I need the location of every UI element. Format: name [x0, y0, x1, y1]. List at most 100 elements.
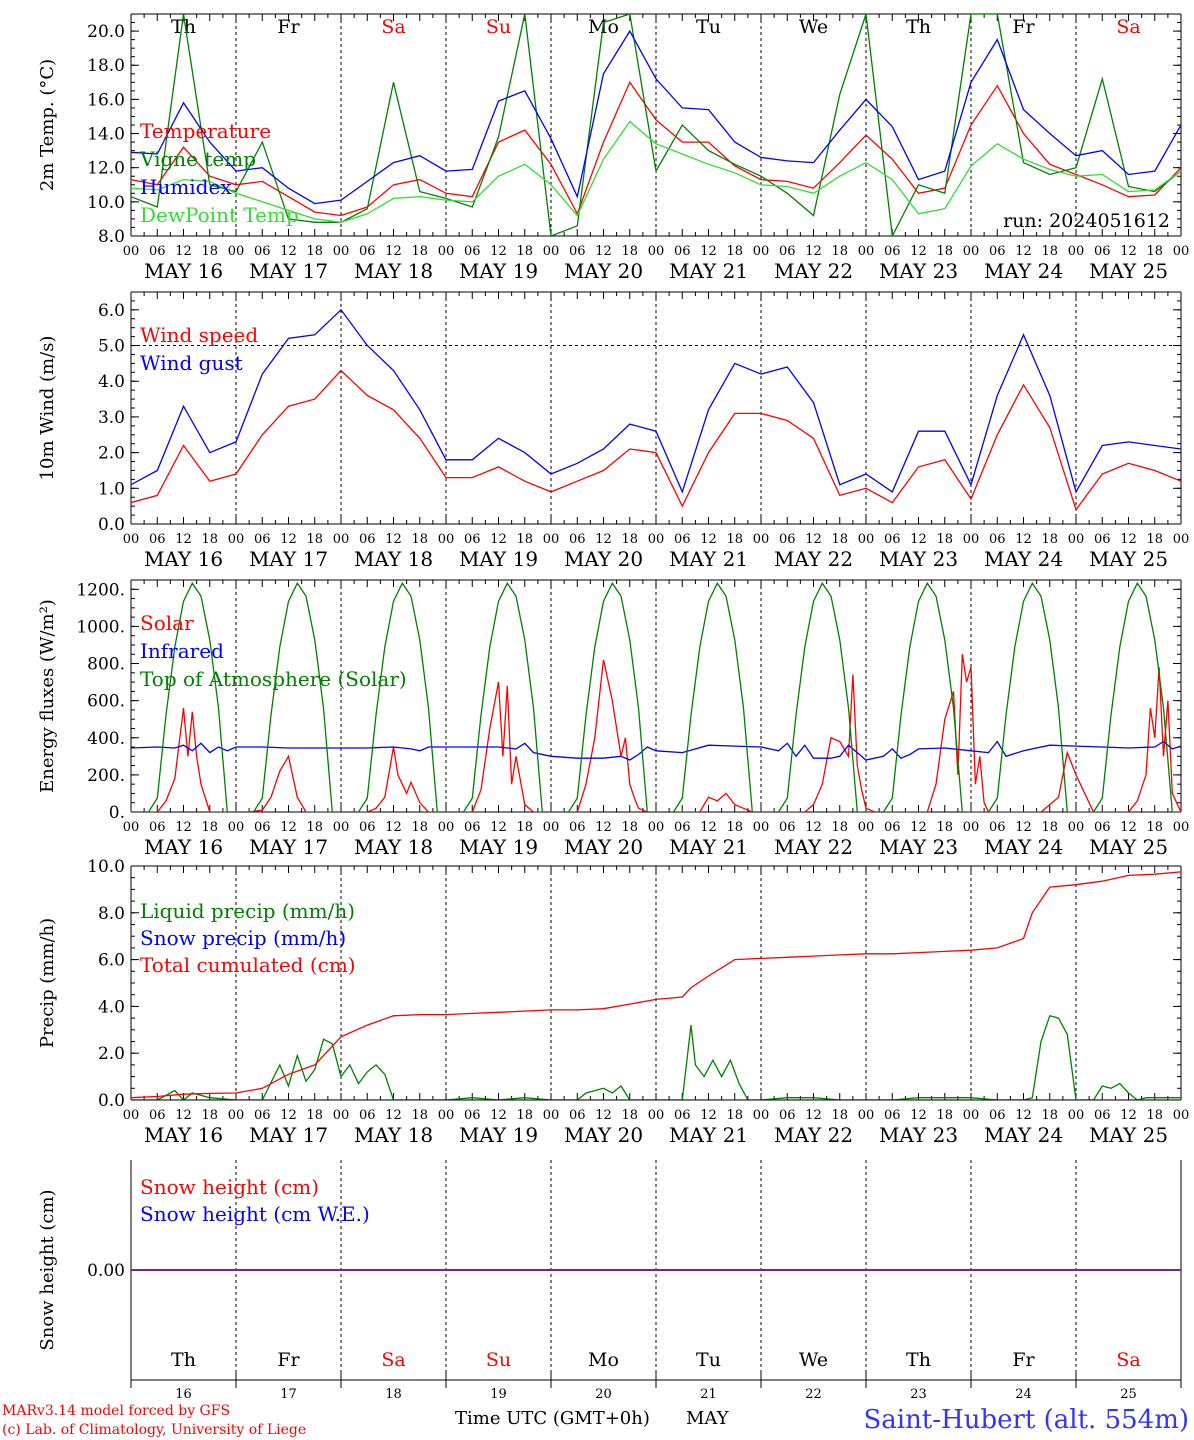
hour-label: 18 [621, 244, 638, 259]
hour-label: 06 [989, 532, 1006, 547]
hour-label: 06 [1094, 532, 1111, 547]
hour-label: 06 [674, 820, 691, 835]
date-label: MAY 18 [354, 1123, 433, 1147]
y-tick-label: 10.0 [87, 193, 125, 213]
hour-label: 00 [858, 244, 875, 259]
day-name: Su [486, 16, 511, 38]
hour-label: 00 [123, 532, 140, 547]
hour-label: 12 [805, 532, 822, 547]
hour-label: 06 [149, 820, 166, 835]
hour-label: 18 [306, 1108, 323, 1123]
date-label: MAY 24 [984, 547, 1063, 571]
date-label: MAY 22 [774, 259, 853, 283]
station-label: Saint-Hubert (alt. 554m) [863, 1405, 1189, 1435]
hour-label: 18 [201, 244, 218, 259]
hour-label: 06 [779, 1108, 796, 1123]
date-label: MAY 25 [1089, 1123, 1168, 1147]
day-name: Th [171, 1349, 196, 1371]
hour-label: 00 [123, 1108, 140, 1123]
legend-entry: DewPoint Temp [140, 203, 299, 227]
hour-label: 00 [648, 820, 665, 835]
y-tick-label: 4.0 [98, 372, 125, 392]
hour-label: 00 [228, 820, 245, 835]
series-line-temperature [131, 80, 1181, 217]
day-number: 24 [1015, 1387, 1032, 1402]
hour-label: 12 [1120, 244, 1137, 259]
y-axis-title: 2m Temp. (°C) [37, 59, 58, 191]
hour-label: 06 [464, 532, 481, 547]
hour-label: 00 [438, 1108, 455, 1123]
legend-entry: Snow precip (mm/h) [140, 926, 346, 950]
day-name: Tu [696, 1349, 721, 1371]
date-label: MAY 23 [879, 1123, 958, 1147]
panel-wind: 0.0 1.0 2.0 3.0 4.0 5.0 6.0 10m Wind (m/s) 00 06 1… [37, 291, 1190, 571]
date-label: MAY 17 [249, 1123, 328, 1147]
day-number: 23 [910, 1387, 927, 1402]
hour-label: 12 [490, 244, 507, 259]
hour-label: 06 [149, 244, 166, 259]
hour-label: 12 [490, 820, 507, 835]
hour-label: 12 [910, 532, 927, 547]
date-label: MAY 20 [564, 835, 643, 859]
hour-label: 06 [254, 1108, 271, 1123]
hour-label: 18 [306, 532, 323, 547]
panel-temperature: 8.0 10.0 12.0 14.0 16.0 18.0 20.0 2m Temp. (°C)… [37, 13, 1190, 283]
hour-label: 00 [438, 820, 455, 835]
hour-label: 06 [569, 244, 586, 259]
hour-label: 12 [805, 244, 822, 259]
date-label: MAY 20 [564, 1123, 643, 1147]
hour-label: 18 [201, 532, 218, 547]
hour-label: 12 [1015, 1108, 1032, 1123]
hour-label: 00 [1173, 1108, 1190, 1123]
y-tick-label: 6.0 [98, 301, 125, 321]
y-tick-label: 2.0 [98, 444, 125, 464]
hour-label: 00 [1173, 244, 1190, 259]
legend-entry: Top of Atmosphere (Solar) [140, 667, 407, 691]
hour-label: 18 [306, 244, 323, 259]
day-number: 17 [280, 1387, 297, 1402]
legend-entry: Vigne temp [139, 147, 256, 171]
day-name: Fr [1012, 1349, 1035, 1371]
hour-label: 12 [700, 532, 717, 547]
hour-label: 12 [175, 820, 192, 835]
hour-label: 12 [595, 532, 612, 547]
day-name: Sa [381, 1349, 405, 1371]
date-label: MAY 16 [144, 259, 223, 283]
y-tick-label: 4.0 [98, 997, 125, 1017]
day-name: Tu [696, 16, 721, 38]
hour-label: 00 [858, 820, 875, 835]
hour-label: 18 [936, 244, 953, 259]
day-number: 22 [805, 1387, 822, 1402]
y-tick-label: 8.0 [98, 904, 125, 924]
hour-label: 12 [1120, 820, 1137, 835]
credit-model: MARv3.14 model forced by GFS [2, 1403, 230, 1419]
date-label: MAY 19 [459, 259, 538, 283]
hour-label: 18 [201, 820, 218, 835]
hour-label: 18 [831, 244, 848, 259]
hour-label: 00 [963, 532, 980, 547]
hour-label: 00 [1173, 820, 1190, 835]
date-label: MAY 22 [774, 547, 853, 571]
date-label: MAY 19 [459, 547, 538, 571]
hour-label: 12 [490, 1108, 507, 1123]
hour-label: 00 [333, 820, 350, 835]
x-axis-title: Time UTC (GMT+0h) [455, 1408, 650, 1429]
hour-label: 00 [1173, 532, 1190, 547]
y-tick-label: 0.0 [98, 1091, 125, 1111]
day-name: Sa [1116, 1349, 1140, 1371]
hour-label: 00 [438, 244, 455, 259]
hour-label: 12 [280, 820, 297, 835]
hour-label: 06 [989, 1108, 1006, 1123]
date-label: MAY 18 [354, 547, 433, 571]
hour-label: 18 [306, 820, 323, 835]
date-label: MAY 16 [144, 547, 223, 571]
hour-label: 00 [963, 1108, 980, 1123]
day-name: Fr [1012, 16, 1035, 38]
hour-label: 00 [123, 820, 140, 835]
date-label: MAY 18 [354, 259, 433, 283]
y-tick-label: 2.0 [98, 1044, 125, 1064]
y-tick-label: 0.0 [98, 515, 125, 535]
day-name: We [799, 16, 828, 38]
hour-label: 18 [936, 532, 953, 547]
